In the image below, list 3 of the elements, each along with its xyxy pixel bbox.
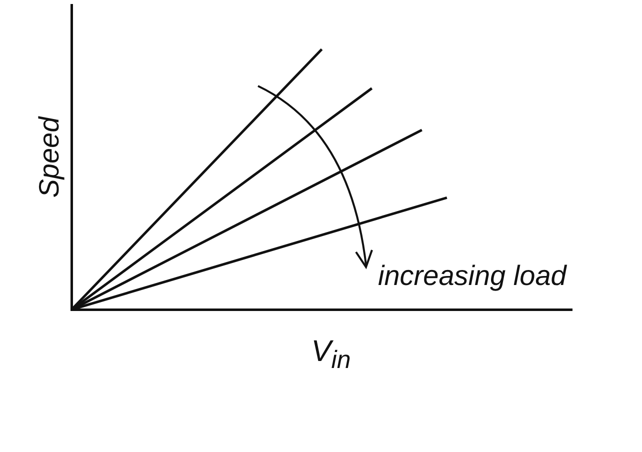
x-axis-title: V$_{in}$ (310, 335, 352, 375)
annotation: increasing load (378, 260, 568, 291)
y-axis-title: Speed (34, 115, 65, 198)
